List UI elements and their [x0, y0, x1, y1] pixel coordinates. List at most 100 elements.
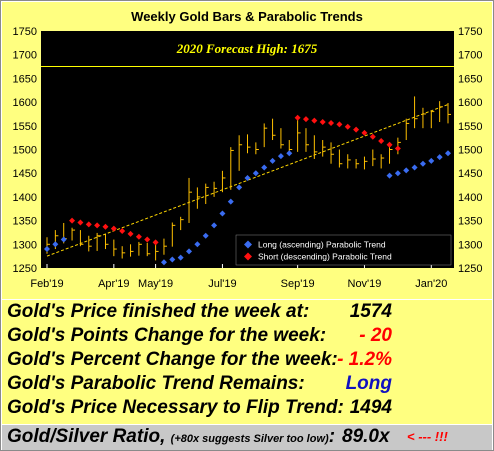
long-trend-dot	[386, 172, 393, 179]
y-tick-label-right: 1550	[458, 121, 482, 133]
long-trend-dot	[44, 246, 50, 253]
y-tick-label-right: 1300	[458, 239, 482, 251]
stat-label: Gold's Points Change for the week:	[7, 325, 327, 346]
long-trend-dot	[269, 157, 276, 164]
long-trend-dot	[252, 170, 259, 177]
stat-row-flip: Gold's Price Necessary to Flip Trend: 14…	[7, 397, 487, 419]
stat-label: Gold's Parabolic Trend Remains:	[7, 373, 305, 394]
x-tick-label: Sep'19	[281, 278, 315, 290]
short-trend-dot	[135, 233, 142, 240]
legend-box	[235, 234, 452, 266]
long-trend-dot	[186, 248, 193, 255]
long-trend-dot	[169, 256, 176, 263]
short-trend-dot	[319, 119, 326, 126]
y-tick-label-right: 1500	[458, 145, 482, 157]
x-tick-label: Jan'20	[415, 278, 447, 290]
stat-row-price: Gold's Price finished the week at: 1574	[7, 301, 487, 323]
stat-row-points: Gold's Points Change for the week: - 20	[7, 325, 487, 347]
ratio-label: Gold/Silver Ratio,	[7, 426, 166, 447]
y-axis-right: 1250 1300 1350 1400 1450 1500 1550 1600 1650 1700…	[458, 26, 482, 275]
stat-label: Gold's Percent Change for the week:	[7, 349, 338, 370]
short-trend-dot	[119, 228, 126, 235]
ratio-value: 89.0x	[342, 426, 390, 447]
short-trend-dot	[152, 239, 159, 246]
short-trend-dot	[94, 222, 101, 229]
short-trend-dot	[394, 145, 401, 152]
stat-value: - 20	[359, 325, 392, 346]
stat-label: Gold's Price finished the week at:	[7, 301, 310, 322]
short-trend-dot	[386, 141, 393, 148]
legend-short-label: Short (descending) Parabolic Trend	[258, 252, 392, 262]
short-trend-dot	[336, 121, 343, 128]
ratio-label-group: Gold/Silver Ratio, (+80x suggests Silver…	[7, 426, 335, 448]
chart-panel: Weekly Gold Bars & Parabolic Trends 1250…	[2, 2, 492, 299]
long-trend-dot	[261, 164, 268, 171]
long-trend-dot	[211, 222, 218, 229]
chart-title: Weekly Gold Bars & Parabolic Trends	[131, 9, 363, 24]
y-axis-left: 1250 1300 1350 1400 1450 1500 1550 1600 1650 1700…	[13, 26, 37, 275]
x-tick-label: Feb'19	[30, 278, 63, 290]
long-trend-dot	[403, 167, 410, 174]
short-trend-dot	[294, 114, 301, 121]
long-trend-dot	[445, 150, 451, 157]
y-tick-label-left: 1600	[13, 97, 37, 109]
long-trend-dot	[411, 164, 418, 171]
ratio-note: (+80x suggests Silver too low)	[170, 433, 329, 445]
y-tick-label-left: 1750	[13, 26, 37, 38]
y-tick-label-left: 1400	[13, 192, 37, 204]
long-trend-dot	[227, 198, 234, 205]
y-tick-label-left: 1650	[13, 73, 37, 85]
y-tick-label-right: 1350	[458, 216, 482, 228]
forecast-annotation: 2020 Forecast High: 1675	[176, 41, 318, 56]
x-tick-label: Apr'19	[98, 278, 129, 290]
short-trend-dot	[344, 123, 351, 130]
ratio-colon: :	[328, 426, 336, 447]
long-trend-dot	[436, 154, 443, 161]
y-tick-label-right: 1250	[458, 263, 482, 275]
short-trend-dot	[85, 221, 92, 228]
legend-long-label: Long (ascending) Parabolic Trend	[258, 240, 386, 250]
stat-value: 1494	[349, 397, 392, 418]
long-trend-dot	[194, 241, 201, 248]
long-trend-dot	[244, 174, 251, 181]
stat-value: 1574	[349, 301, 392, 322]
y-tick-label-left: 1500	[13, 145, 37, 157]
x-tick-label: Nov'19	[348, 278, 382, 290]
short-trend-dot	[369, 133, 376, 140]
short-trend-dot	[328, 119, 335, 126]
long-trend-dot	[60, 236, 67, 243]
y-tick-label-left: 1550	[13, 121, 37, 133]
y-tick-label-left: 1300	[13, 239, 37, 251]
y-tick-label-right: 1600	[458, 97, 482, 109]
ratio-bar: Gold/Silver Ratio, (+80x suggests Silver…	[2, 425, 492, 450]
long-trend-dot	[52, 241, 59, 248]
gold-chart: Weekly Gold Bars & Parabolic Trends 1250…	[13, 9, 483, 290]
y-tick-label-left: 1450	[13, 168, 37, 180]
long-trend-dot	[236, 184, 243, 191]
long-trend-dot	[394, 170, 401, 177]
legend-long-marker	[244, 240, 252, 249]
legend: Long (ascending) Parabolic Trend Short (…	[235, 234, 452, 266]
stat-row-trend: Gold's Parabolic Trend Remains: Long	[7, 373, 487, 395]
long-trend-dot	[160, 259, 167, 266]
short-trend-dot	[110, 225, 117, 232]
short-trend-dot	[102, 223, 109, 230]
x-tick-label: May'19	[138, 278, 173, 290]
short-trend-dot	[127, 230, 134, 237]
long-trend-dot	[277, 153, 284, 160]
short-trend-dot	[77, 219, 84, 226]
y-tick-label-left: 1700	[13, 50, 37, 62]
stat-row-percent: Gold's Percent Change for the week: - 1.…	[7, 349, 487, 371]
short-trend-dot	[311, 117, 318, 124]
long-trend-dot	[419, 160, 426, 167]
long-trend-dot	[286, 150, 293, 157]
legend-short-marker	[244, 252, 252, 261]
y-tick-label-left: 1350	[13, 216, 37, 228]
x-axis: Feb'19 Apr'19 May'19 Jul'19 Sep'19 Nov'19 Jan'…	[30, 264, 447, 290]
short-trend-dot	[144, 236, 151, 243]
short-trend-dot	[378, 137, 385, 144]
x-tick-label: Jul'19	[208, 278, 236, 290]
stats-panel: Gold's Price finished the week at: 1574 …	[2, 300, 492, 424]
parabolic-dots	[44, 114, 451, 266]
short-trend-dot	[361, 129, 368, 136]
